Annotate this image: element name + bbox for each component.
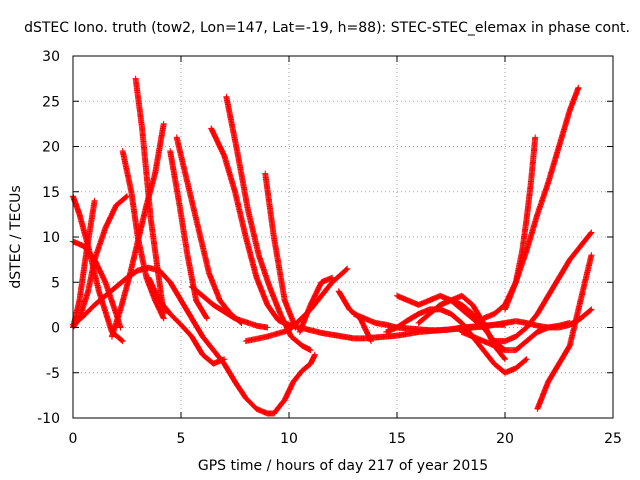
series-markers [262, 170, 299, 331]
series-15 [188, 283, 271, 331]
series-7 [132, 75, 167, 317]
x-tick-label: 5 [177, 431, 186, 447]
series-markers [296, 274, 336, 335]
series-11 [167, 148, 210, 322]
x-tick-labels: 0 5 10 15 20 25 [69, 431, 622, 447]
series-markers [491, 229, 595, 345]
series-markers [502, 134, 539, 313]
x-tick-label: 20 [496, 431, 514, 447]
series-25 [458, 306, 595, 354]
series-8 [108, 120, 167, 340]
series-9 [145, 274, 228, 367]
y-tick-label: 25 [42, 94, 60, 110]
tick-marks [72, 55, 614, 419]
y-tick-label: -10 [37, 411, 60, 427]
series-markers [534, 252, 595, 412]
series-markers [458, 306, 595, 354]
series-markers [132, 75, 167, 317]
x-tick-label: 0 [69, 431, 78, 447]
series-markers [108, 120, 167, 340]
series-markers [167, 148, 210, 322]
y-tick-label: 30 [42, 49, 60, 65]
series-12 [208, 125, 292, 328]
y-tick-label: 5 [51, 275, 60, 291]
x-tick-label: 25 [604, 431, 622, 447]
series-18 [296, 274, 336, 335]
series-28 [502, 134, 539, 313]
y-tick-label: 0 [51, 321, 60, 337]
y-tick-label: 15 [42, 185, 60, 201]
series-markers [188, 283, 271, 331]
grid-lines [73, 56, 613, 418]
series-layer [70, 75, 595, 417]
series-markers [145, 274, 228, 367]
y-tick-labels: -10 -5 0 5 10 15 20 25 30 [37, 49, 60, 427]
x-tick-label: 15 [388, 431, 406, 447]
y-tick-label: -5 [46, 366, 60, 382]
x-tick-label: 10 [280, 431, 298, 447]
series-26 [491, 229, 595, 345]
x-axis-label: GPS time / hours of day 217 of year 2015 [198, 458, 488, 474]
chart-title: dSTEC Iono. truth (tow2, Lon=147, Lat=-1… [24, 20, 630, 36]
y-axis-label: dSTEC / TECUs [8, 185, 24, 288]
y-tick-label: 20 [42, 140, 60, 156]
series-10 [173, 134, 245, 326]
series-29 [534, 252, 595, 412]
series-markers [208, 125, 292, 328]
series-markers [270, 351, 318, 417]
series-markers [173, 134, 245, 326]
y-tick-label: 10 [42, 230, 60, 246]
series-14 [262, 170, 299, 331]
series-1 [270, 351, 318, 417]
